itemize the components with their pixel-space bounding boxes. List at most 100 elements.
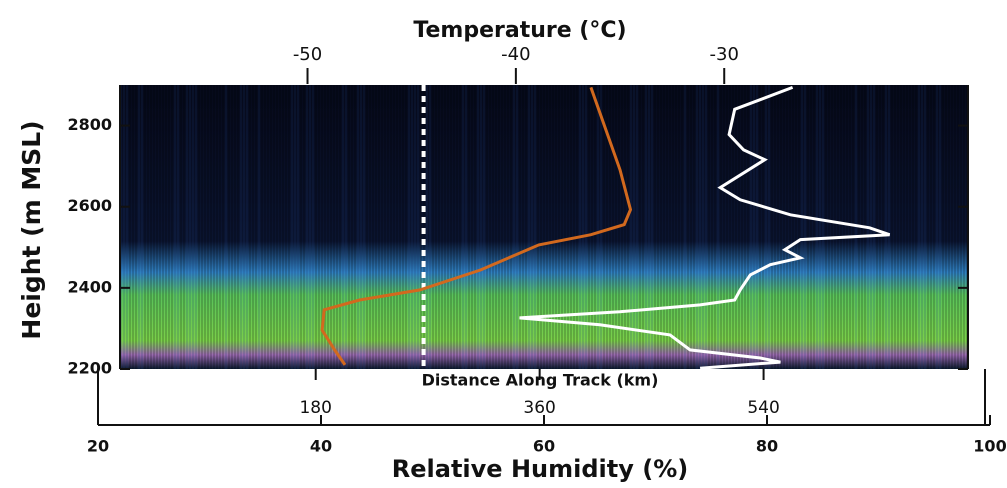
radar-stripe bbox=[852, 85, 854, 369]
radar-stripe bbox=[648, 85, 650, 369]
radar-stripe bbox=[873, 85, 875, 369]
radar-stripe bbox=[300, 85, 302, 369]
radar-stripe bbox=[477, 85, 479, 369]
radar-stripe bbox=[519, 85, 521, 369]
radar-stripe bbox=[375, 85, 377, 369]
radar-stripe bbox=[573, 85, 575, 369]
radar-stripe bbox=[723, 85, 725, 369]
top-tick-label: -30 bbox=[710, 44, 739, 65]
radar-stripe bbox=[345, 85, 347, 369]
radar-stripe bbox=[258, 85, 260, 369]
radar-stripe bbox=[888, 85, 890, 369]
radar-stripe bbox=[156, 85, 158, 369]
radar-stripe bbox=[285, 85, 287, 369]
radar-stripe bbox=[720, 85, 722, 369]
radar-stripe bbox=[744, 85, 746, 369]
radar-stripe bbox=[159, 85, 161, 369]
radar-stripe bbox=[633, 85, 635, 369]
radar-stripe bbox=[435, 85, 437, 369]
radar-stripe bbox=[930, 85, 932, 369]
radar-stripe bbox=[774, 85, 776, 369]
radar-stripe bbox=[393, 85, 395, 369]
radar-stripe bbox=[123, 85, 125, 369]
radar-stripe bbox=[327, 85, 329, 369]
radar-stripe bbox=[903, 85, 905, 369]
radar-stripe bbox=[522, 85, 524, 369]
radar-stripe bbox=[585, 85, 587, 369]
radar-stripe bbox=[771, 85, 773, 369]
radar-stripe bbox=[699, 85, 701, 369]
radar-stripe bbox=[450, 85, 452, 369]
radar-stripe bbox=[306, 85, 308, 369]
radar-stripe bbox=[939, 85, 941, 369]
radar-stripe bbox=[198, 85, 200, 369]
radar-stripe bbox=[411, 85, 413, 369]
y-tick-label: 2800 bbox=[67, 115, 112, 134]
radar-stripe bbox=[747, 85, 749, 369]
radar-stripe bbox=[897, 85, 899, 369]
radar-stripe bbox=[321, 85, 323, 369]
radar-stripe bbox=[936, 85, 938, 369]
radar-stripe bbox=[468, 85, 470, 369]
radar-stripe bbox=[432, 85, 434, 369]
radar-stripe bbox=[348, 85, 350, 369]
radar-stripe bbox=[333, 85, 335, 369]
radar-stripe bbox=[669, 85, 671, 369]
radar-stripe bbox=[777, 85, 779, 369]
radar-stripe bbox=[675, 85, 677, 369]
radar-stripe bbox=[933, 85, 935, 369]
radar-stripe bbox=[282, 85, 284, 369]
radar-stripe bbox=[420, 85, 422, 369]
radar-image bbox=[120, 85, 968, 369]
radar-stripe bbox=[135, 85, 137, 369]
radar-stripe bbox=[831, 85, 833, 369]
radar-stripe bbox=[264, 85, 266, 369]
radar-stripe bbox=[948, 85, 950, 369]
distance-tick-label: 180 bbox=[299, 398, 331, 418]
radar-stripe bbox=[693, 85, 695, 369]
radar-stripe bbox=[894, 85, 896, 369]
radar-stripe bbox=[963, 85, 965, 369]
radar-stripe bbox=[567, 85, 569, 369]
radar-stripe bbox=[666, 85, 668, 369]
radar-stripe bbox=[291, 85, 293, 369]
radar-stripe bbox=[384, 85, 386, 369]
radar-stripe bbox=[351, 85, 353, 369]
top-tick-label: -50 bbox=[293, 44, 322, 65]
radar-stripe bbox=[609, 85, 611, 369]
radar-stripe bbox=[273, 85, 275, 369]
radar-stripe bbox=[702, 85, 704, 369]
radar-stripe bbox=[279, 85, 281, 369]
radar-stripe bbox=[423, 85, 425, 369]
radar-stripe bbox=[780, 85, 782, 369]
radar-stripe bbox=[249, 85, 251, 369]
radar-stripe bbox=[549, 85, 551, 369]
x-tick-label: 20 bbox=[87, 437, 109, 456]
radar-stripe bbox=[192, 85, 194, 369]
radar-stripe bbox=[762, 85, 764, 369]
radar-stripe bbox=[735, 85, 737, 369]
radar-stripe bbox=[324, 85, 326, 369]
x-tick-label: 100 bbox=[973, 437, 1006, 456]
radar-stripe bbox=[315, 85, 317, 369]
radar-stripe bbox=[621, 85, 623, 369]
radar-stripe bbox=[543, 85, 545, 369]
radar-stripe bbox=[759, 85, 761, 369]
radar-stripe bbox=[171, 85, 173, 369]
radar-stripe bbox=[657, 85, 659, 369]
radar-stripe bbox=[354, 85, 356, 369]
radar-stripe bbox=[402, 85, 404, 369]
radar-stripe bbox=[399, 85, 401, 369]
radar-stripe bbox=[162, 85, 164, 369]
radar-stripe bbox=[843, 85, 845, 369]
radar-stripe bbox=[738, 85, 740, 369]
x-axis-title: Relative Humidity (%) bbox=[392, 455, 688, 483]
radar-stripe bbox=[876, 85, 878, 369]
radar-stripe bbox=[444, 85, 446, 369]
radar-stripe bbox=[591, 85, 593, 369]
radar-stripe bbox=[231, 85, 233, 369]
radar-stripe bbox=[690, 85, 692, 369]
radar-stripe bbox=[957, 85, 959, 369]
radar-stripe bbox=[246, 85, 248, 369]
radar-stripe bbox=[234, 85, 236, 369]
